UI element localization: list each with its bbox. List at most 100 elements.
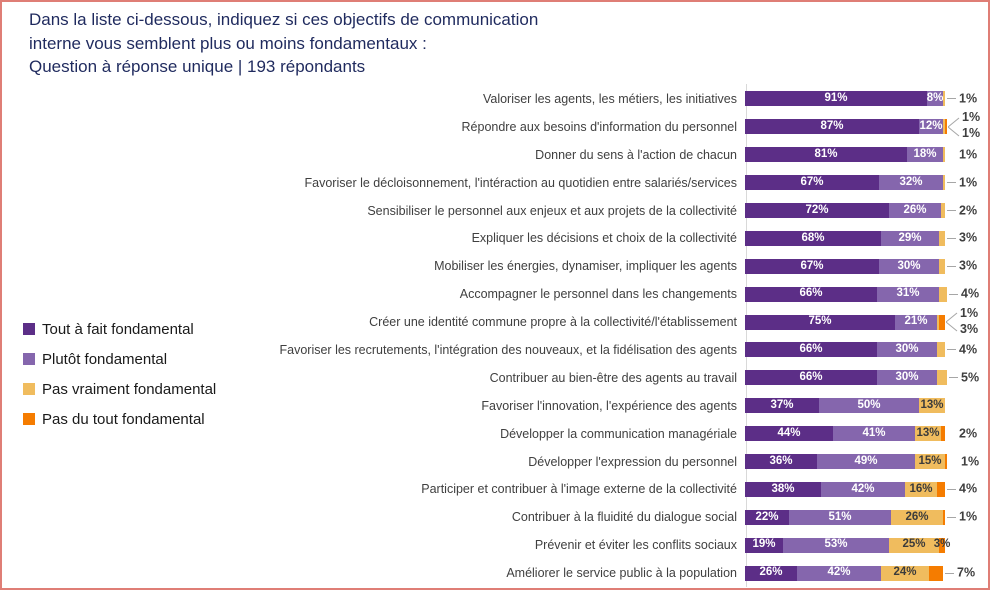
bar-segment: 49% — [817, 454, 915, 470]
segment-value-label: 13% — [916, 426, 940, 439]
bar-segment: 25% — [889, 537, 939, 553]
chart-row: Participer et contribuer à l'image exter… — [2, 475, 988, 503]
legend-swatch-icon — [23, 353, 35, 365]
segment-value-label: 26% — [759, 566, 783, 579]
legend-item-tout-a-fait: Tout à fait fondamental — [23, 319, 216, 339]
segment-value-label: 66% — [799, 371, 823, 384]
bar-segment: 81% — [745, 147, 907, 163]
outside-value-label: 3% — [959, 258, 978, 273]
chart-row: Favoriser l'innovation, l'expérience des… — [2, 392, 988, 420]
stacked-bar: 91% 8% 1% — [745, 91, 988, 107]
callout-leader-dash — [949, 293, 958, 295]
bar-segment: 12% — [919, 119, 943, 135]
bar-segment: 8% — [927, 91, 943, 107]
stacked-bar: 66% 31% 4% — [745, 286, 988, 302]
category-label: Répondre aux besoins d'information du pe… — [461, 119, 737, 134]
outside-value-label: 1% — [959, 91, 978, 106]
bar-segment: 42% — [821, 481, 905, 497]
segment-value-label: 24% — [893, 566, 917, 579]
category-label: Sensibiliser le personnel aux enjeux et … — [367, 203, 737, 218]
title-line-2: interne vous semblent plus ou moins fond… — [29, 33, 427, 53]
category-label: Favoriser l'innovation, l'expérience des… — [481, 398, 737, 413]
segment-value-label: 12% — [919, 120, 943, 133]
bar-segment — [941, 426, 945, 442]
chart-row: Sensibiliser le personnel aux enjeux et … — [2, 197, 988, 225]
stacked-bar: 66% 30% 4% — [745, 342, 988, 358]
stacked-bar: 67% 30% 3% — [745, 258, 988, 274]
bar-segment: 91% — [745, 91, 927, 107]
segment-value-label: 13% — [920, 398, 944, 411]
segment-value-label: 21% — [904, 315, 928, 328]
segment-value-label: 50% — [857, 398, 881, 411]
segment-value-label: 30% — [895, 371, 919, 384]
bar-segment: 3% — [934, 537, 950, 553]
bar-segment: 32% — [879, 175, 943, 191]
bar-segment — [939, 286, 947, 302]
callout-leader-dash — [947, 210, 956, 211]
segment-value-label: 68% — [801, 231, 825, 244]
segment-value-label: 16% — [909, 482, 933, 495]
chart-row: Favoriser le décloisonnement, l'intéract… — [2, 169, 988, 197]
bar-segment — [937, 342, 945, 358]
category-label: Favoriser le décloisonnement, l'intéract… — [304, 175, 737, 190]
legend-item-pas-vraiment: Pas vraiment fondamental — [23, 379, 216, 399]
bar-segment — [941, 203, 945, 218]
outside-value-label: 7% — [957, 565, 976, 580]
bar-segment — [943, 119, 945, 135]
bar-segment: 67% — [745, 175, 879, 191]
segment-value-label: 18% — [913, 147, 937, 160]
bar-segment: 44% — [745, 426, 833, 442]
segment-value-label: 30% — [897, 259, 921, 272]
segment-value-label: 15% — [918, 454, 942, 467]
outside-value-label: 5% — [961, 370, 980, 385]
outside-value-label: 4% — [959, 342, 978, 357]
stacked-bar: 26% 42% 24% 7% — [745, 565, 988, 581]
callout-leader-dash — [947, 182, 956, 184]
bar-segment: 36% — [745, 454, 817, 470]
category-label: Valoriser les agents, les métiers, les i… — [482, 91, 737, 106]
stacked-bar: 81% 18% 1% — [745, 147, 988, 163]
category-label: Favoriser les recrutements, l'intégratio… — [279, 342, 738, 357]
outside-value-label: 1% — [962, 110, 981, 125]
outside-value-label: 3% — [959, 230, 978, 245]
stacked-bar: 75% 21% 1% 3% — [745, 306, 988, 335]
callout-leader-dash — [945, 572, 954, 574]
bar-segment: 18% — [907, 147, 943, 163]
stacked-bar: 44% 41% 13% 2% — [745, 426, 988, 442]
bar-segment: 26% — [891, 509, 943, 525]
category-label: Contribuer au bien-être des agents au tr… — [489, 370, 737, 385]
outside-value-label: 1% — [960, 305, 979, 320]
bar-segment: 13% — [915, 426, 941, 442]
bar-segment: 75% — [745, 314, 895, 330]
chart-row: Contribuer au bien-être des agents au tr… — [2, 364, 988, 392]
stacked-bar: 72% 26% 2% — [745, 203, 988, 218]
bar-segment — [939, 314, 945, 330]
bar-segment: 30% — [877, 342, 937, 358]
chart-row: Développer l'expression du personnel 36% 4… — [2, 448, 988, 476]
legend: Tout à fait fondamental Plutôt fondament… — [23, 319, 216, 439]
segment-value-label: 67% — [800, 259, 824, 272]
bar-segment: 87% — [745, 119, 919, 135]
bar-segment: 13% — [919, 398, 945, 414]
bar-segment: 21% — [895, 314, 937, 330]
legend-label: Pas du tout fondamental — [42, 410, 205, 428]
legend-item-plutot: Plutôt fondamental — [23, 349, 216, 369]
bar-segment: 72% — [745, 203, 889, 218]
segment-value-label: 53% — [824, 538, 848, 551]
segment-value-label: 66% — [799, 287, 823, 300]
category-label: Mobiliser les énergies, dynamiser, impli… — [434, 259, 737, 274]
bar-segment: 30% — [879, 258, 939, 274]
outside-value-label: 1% — [959, 175, 978, 190]
category-label: Développer la communication managériale — [500, 426, 737, 441]
chart-row: Contribuer à la fluidité du dialogue soc… — [2, 503, 988, 531]
bar-segment — [929, 565, 943, 581]
category-label: Développer l'expression du personnel — [528, 454, 737, 469]
outside-value-label: 1% — [961, 454, 980, 469]
bar-segment: 19% — [745, 537, 783, 553]
segment-value-label: 81% — [814, 147, 838, 160]
bar-segment: 66% — [745, 286, 877, 302]
segment-value-label: 42% — [827, 566, 851, 579]
bar-segment: 51% — [789, 509, 891, 525]
bar-segment — [937, 481, 945, 497]
